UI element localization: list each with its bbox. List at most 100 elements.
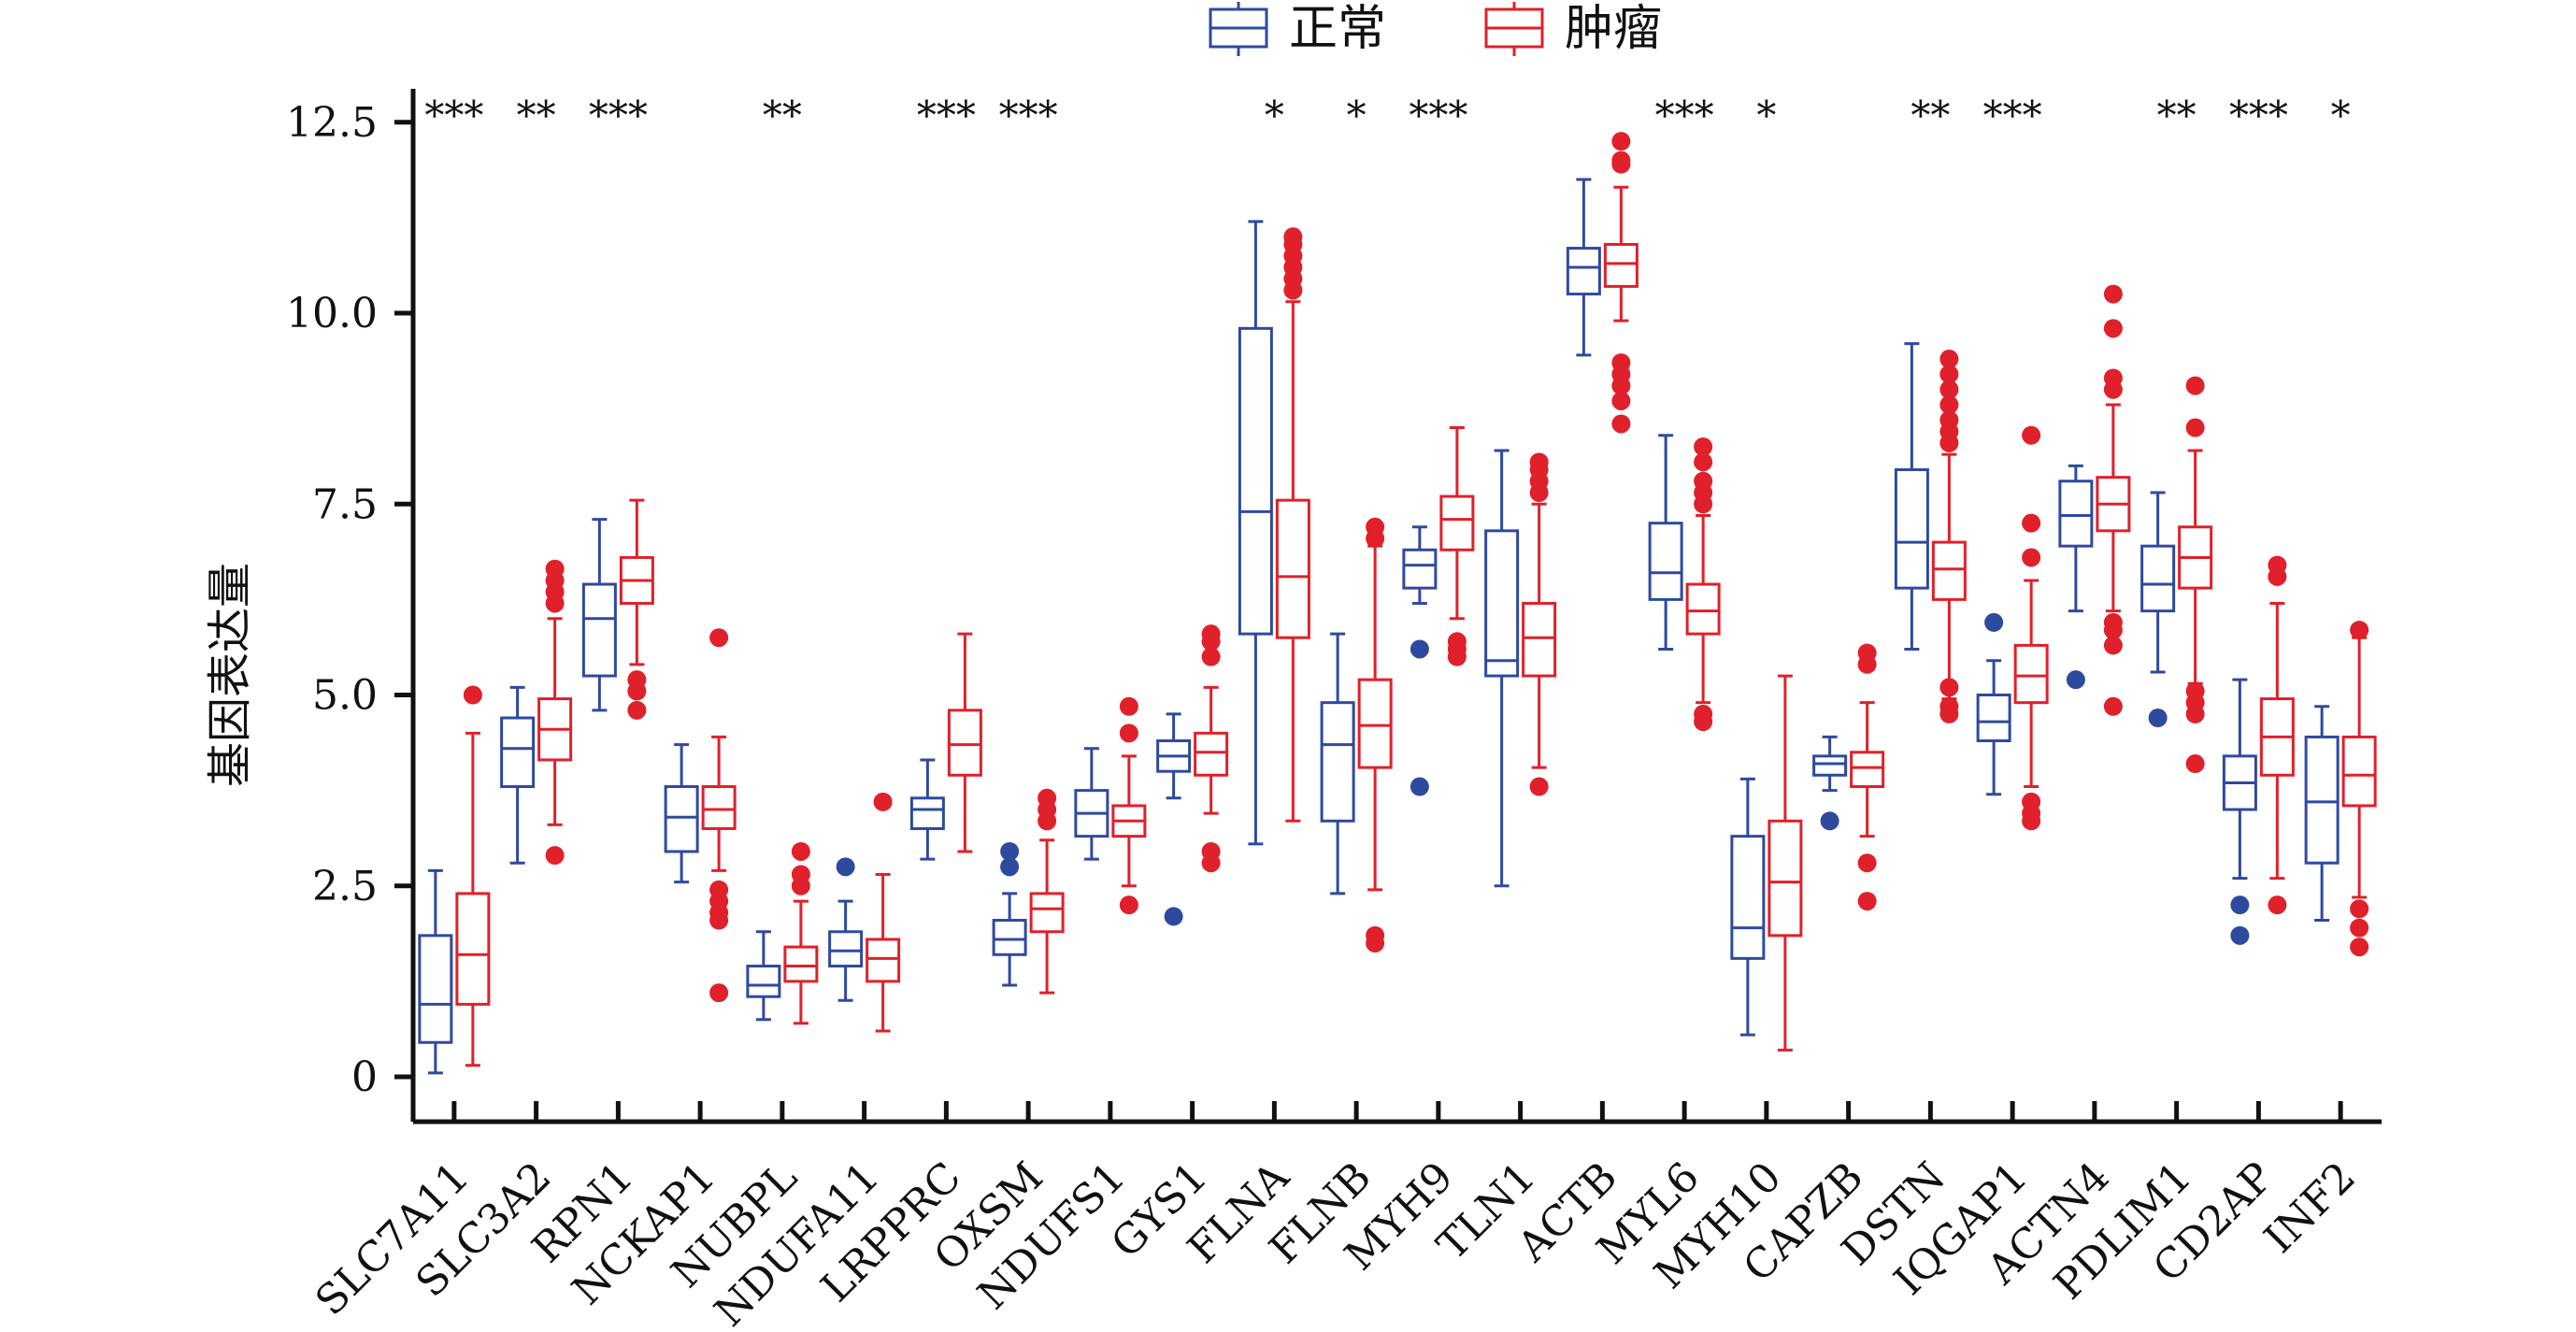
box-normal	[2224, 680, 2255, 945]
outlier-point	[2104, 636, 2123, 654]
outlier-point	[1939, 350, 1958, 368]
significance-label: **	[2157, 93, 2197, 138]
box-tumor	[785, 842, 817, 1024]
outlier-point	[2104, 613, 2123, 632]
outlier-point	[1000, 842, 1019, 861]
box-tumor	[703, 628, 735, 1002]
box-body	[1896, 469, 1927, 588]
box-tumor	[1113, 697, 1145, 914]
outlier-point	[2268, 556, 2286, 575]
box-tumor	[2343, 621, 2375, 956]
outlier-point	[1530, 778, 1549, 796]
outlier-point	[1165, 907, 1183, 925]
significance-label: ***	[589, 93, 648, 138]
outlier-point	[1530, 452, 1549, 471]
outlier-point	[2230, 895, 2249, 914]
box-normal	[2142, 493, 2174, 727]
outlier-point	[2230, 926, 2249, 945]
box-plot-chart: 正常 肿瘤 02.55.07.510.012.5SLC7A11SLC3A2RPN1…	[0, 0, 2576, 1332]
box-tumor	[539, 560, 571, 865]
box-normal	[1158, 714, 1190, 926]
box-normal	[1732, 779, 1764, 1035]
box-normal	[502, 687, 534, 863]
box-body	[1650, 523, 1682, 600]
significance-label: ***	[999, 93, 1058, 138]
box-body	[949, 710, 980, 775]
y-tick-label: 12.5	[286, 99, 378, 147]
outlier-point	[1202, 624, 1221, 643]
legend: 正常 肿瘤	[1210, 1, 1662, 57]
box-body	[748, 967, 780, 997]
significance-markers: *** ** *** ** *** *** * * *** *** * ** *** ** *** *	[424, 93, 2350, 138]
outlier-point	[2104, 368, 2123, 387]
box-body	[830, 932, 862, 967]
outlier-point	[874, 793, 893, 811]
box-tumor	[2015, 426, 2047, 831]
box-normal	[994, 842, 1025, 985]
box-normal	[2060, 465, 2092, 689]
outlier-point	[792, 842, 810, 861]
x-tick-label: INF2	[2255, 1153, 2365, 1263]
box-body	[420, 936, 451, 1042]
significance-label: ***	[1409, 93, 1467, 138]
box-body	[1732, 837, 1764, 959]
box-tumor	[1031, 789, 1063, 993]
outlier-point	[546, 846, 565, 865]
outlier-point	[1120, 723, 1138, 742]
box-body	[1687, 584, 1719, 634]
outlier-point	[2350, 919, 2368, 938]
box-tumor	[2180, 377, 2211, 773]
box-body	[502, 718, 534, 787]
significance-label: ***	[2229, 93, 2288, 138]
outlier-point	[1038, 789, 1056, 808]
outlier-point	[2104, 697, 2123, 716]
box-body	[1933, 542, 1965, 599]
outlier-point	[1939, 678, 1958, 696]
box-body	[867, 939, 899, 981]
box-body	[703, 787, 735, 829]
box-body	[2343, 737, 2375, 806]
outlier-point	[1611, 353, 1630, 372]
box-body	[1605, 244, 1637, 286]
box-body	[1486, 531, 1518, 676]
outlier-point	[1120, 697, 1138, 716]
box-normal	[420, 870, 451, 1073]
box-body	[1031, 894, 1063, 932]
outlier-point	[1611, 414, 1630, 433]
box-normal	[1486, 451, 1518, 886]
box-normal	[1322, 634, 1353, 894]
box-tumor	[2261, 556, 2293, 915]
significance-label: ***	[1983, 93, 2042, 138]
box-body	[1524, 603, 1555, 676]
box-normal	[911, 760, 943, 859]
significance-label: *	[1265, 93, 1284, 138]
significance-label: **	[1911, 93, 1950, 138]
outlier-point	[2186, 705, 2205, 723]
box-normal	[1239, 222, 1271, 844]
outlier-point	[1366, 518, 1384, 537]
outlier-point	[627, 701, 646, 720]
outlier-point	[2104, 285, 2123, 304]
outlier-point	[1821, 811, 1839, 830]
box-body	[1769, 821, 1801, 936]
outlier-point	[2268, 895, 2286, 914]
outlier-point	[709, 911, 728, 930]
outlier-point	[792, 865, 810, 883]
y-axis-label: 基因表达量	[204, 563, 256, 787]
box-normal	[665, 745, 697, 882]
significance-label: **	[763, 93, 802, 138]
box-normal	[1567, 179, 1599, 355]
box-tumor	[1933, 350, 1965, 723]
significance-label: *	[1347, 93, 1367, 138]
y-tick-label: 7.5	[312, 480, 378, 528]
outlier-point	[2350, 621, 2368, 639]
outlier-point	[1694, 712, 1712, 731]
box-tumor	[1687, 437, 1719, 731]
box-normal	[1896, 344, 1927, 650]
outlier-point	[2350, 938, 2368, 956]
outlier-point	[2067, 670, 2085, 689]
legend-item-normal: 正常	[1210, 1, 1386, 57]
outlier-point	[837, 857, 855, 876]
outlier-point	[1448, 632, 1467, 651]
box-body	[1277, 500, 1309, 637]
